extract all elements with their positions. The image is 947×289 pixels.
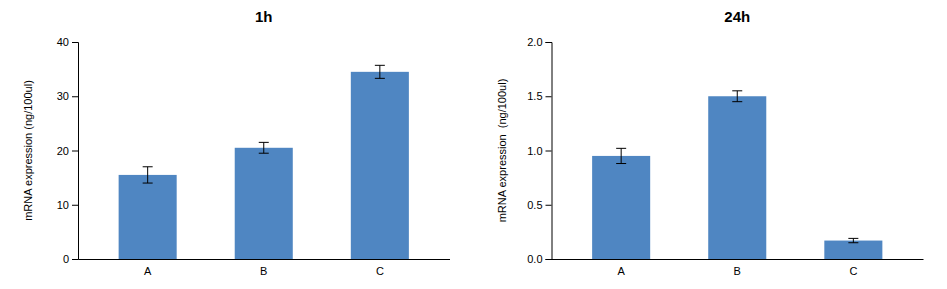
x-axis-line	[79, 259, 451, 260]
x-tick: B	[260, 265, 267, 277]
y-tick-mark	[72, 42, 78, 43]
y-tick: 0.0	[527, 253, 551, 265]
y-tick: 1.5	[527, 90, 551, 102]
x-tick: A	[617, 265, 625, 277]
error-bar	[616, 148, 626, 163]
x-tick-label: B	[260, 265, 267, 277]
bar	[351, 72, 409, 259]
y-tick-label: 40	[57, 36, 69, 48]
y-tick: 20	[57, 145, 78, 157]
y-axis: 0.0 0.5 1.0 1.5 2.0	[527, 36, 552, 265]
y-axis-title: mRNA expression (ng/100ul)	[22, 80, 34, 221]
y-tick-label: 1.5	[527, 90, 542, 102]
y-tick: 1.0	[527, 145, 551, 157]
x-tick: C	[376, 265, 384, 277]
bar	[119, 175, 177, 259]
y-axis: 0 10 20 30 40	[57, 36, 79, 265]
y-tick: 30	[57, 90, 78, 102]
y-tick-mark	[546, 96, 552, 97]
y-axis-title: mRNA expression (ng/100ul)	[496, 79, 508, 223]
x-tick: C	[849, 265, 857, 277]
y-tick-mark	[72, 151, 78, 152]
x-tick-label: B	[734, 265, 741, 277]
y-tick-label: 0.5	[527, 199, 542, 211]
x-tick: B	[734, 265, 741, 277]
x-axis: A B C	[79, 260, 451, 277]
y-tick-mark	[546, 151, 552, 152]
y-tick-label: 0.0	[527, 253, 542, 265]
y-tick-mark	[72, 96, 78, 97]
plot-area	[592, 91, 882, 259]
bar	[824, 241, 882, 259]
y-tick-label: 30	[57, 90, 69, 102]
x-tick-label: C	[849, 265, 857, 277]
figure: 0 10 20 30 40 A B C 1h mRNA expression (ng/100ul)…	[0, 0, 947, 289]
y-tick-mark	[546, 259, 552, 260]
error-bar	[732, 91, 742, 102]
y-tick-mark	[72, 205, 78, 206]
error-bar	[143, 167, 153, 183]
y-tick-mark	[72, 259, 78, 260]
y-tick-label: 10	[57, 199, 69, 211]
title: 24h	[724, 8, 750, 25]
y-tick-label: 0	[63, 253, 69, 265]
panel: 0 10 20 30 40 A B C 1h mRNA expression (ng/100ul)	[22, 8, 450, 277]
bar	[592, 156, 650, 259]
y-tick: 2.0	[527, 36, 551, 48]
y-tick: 40	[57, 36, 78, 48]
y-tick-label: 1.0	[527, 145, 542, 157]
bar	[235, 148, 293, 259]
y-tick: 0.5	[527, 199, 551, 211]
y-tick: 0	[63, 253, 78, 265]
x-tick-label: C	[376, 265, 384, 277]
error-bar	[259, 142, 269, 153]
x-tick: A	[144, 265, 152, 277]
x-tick-label: A	[617, 265, 625, 277]
y-axis-line	[546, 43, 553, 260]
y-tick: 10	[57, 199, 78, 211]
y-axis-line	[72, 43, 79, 260]
y-tick-label: 20	[57, 145, 69, 157]
bar	[708, 96, 766, 259]
x-axis: A B C	[552, 260, 924, 277]
plot-area	[119, 65, 409, 259]
x-axis-line	[552, 259, 924, 260]
panel: 0.0 0.5 1.0 1.5 2.0 A B C 24h mRNA expression (ng…	[496, 8, 924, 277]
y-tick-mark	[546, 42, 552, 43]
error-bar	[375, 65, 385, 78]
error-bar	[848, 238, 858, 242]
y-tick-label: 2.0	[527, 36, 542, 48]
y-tick-mark	[546, 205, 552, 206]
x-tick-label: A	[144, 265, 152, 277]
title: 1h	[255, 8, 273, 25]
